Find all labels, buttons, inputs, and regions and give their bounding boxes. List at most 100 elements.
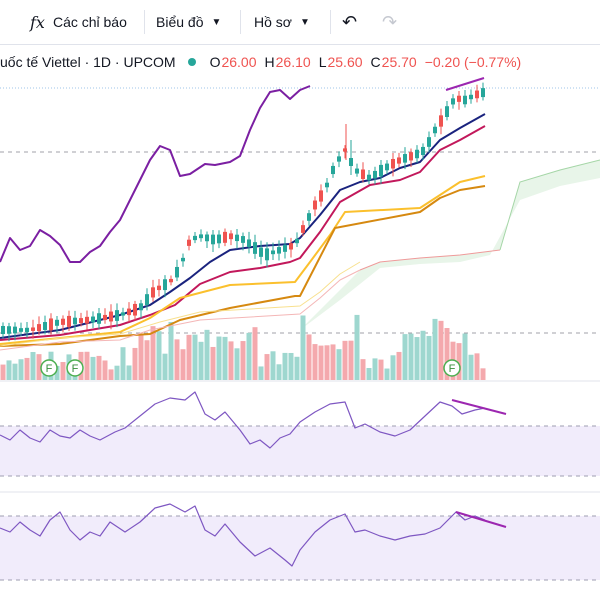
candle-body — [475, 90, 479, 99]
volume-bar — [444, 328, 450, 380]
volume-bar — [426, 335, 432, 380]
volume-bar — [180, 349, 186, 380]
change-value: −0.20 (−0.77%) — [424, 54, 522, 70]
volume-bar — [240, 341, 246, 380]
toolbar-divider — [144, 10, 145, 34]
candle-body — [361, 169, 365, 180]
volume-bar — [228, 341, 234, 380]
candle-body — [115, 310, 119, 321]
indicators-label: Các chỉ báo — [52, 14, 127, 30]
volume-bar — [294, 356, 300, 380]
charts-menu-button[interactable]: Biểu đồ ▼ — [156, 0, 221, 44]
candle-body — [217, 234, 221, 244]
volume-bar — [84, 351, 90, 380]
volume-bar — [156, 331, 162, 380]
volume-bar — [102, 360, 108, 380]
candle-body — [451, 98, 455, 105]
volume-bar — [258, 366, 264, 380]
candle-body — [169, 278, 173, 283]
cloud-lower-edge — [359, 249, 501, 271]
volume-bar — [336, 349, 342, 380]
volume-bar — [330, 344, 336, 380]
candle-body — [463, 95, 467, 105]
candle-body — [301, 225, 305, 233]
volume-bar — [204, 329, 210, 380]
volume-bar — [126, 365, 132, 380]
volume-bar — [264, 354, 270, 380]
volume-bar — [456, 343, 462, 380]
candle-body — [337, 156, 341, 162]
oscillator-2-band — [0, 516, 600, 580]
candle-body — [343, 148, 347, 152]
faint-band-line — [0, 261, 361, 347]
volume-bar — [18, 359, 24, 380]
volume-bar — [480, 368, 486, 380]
charts-label: Biểu đồ — [156, 14, 204, 30]
undo-icon: ↶ — [342, 11, 358, 32]
event-marker-f: F — [40, 359, 58, 377]
candle-body — [469, 94, 473, 100]
chevron-down-icon: ▼ — [299, 16, 310, 28]
volume-bar — [342, 340, 348, 380]
event-marker-label: F — [72, 363, 79, 375]
event-marker-circle — [40, 359, 58, 377]
volume-bar — [432, 318, 438, 380]
volume-bar — [138, 335, 144, 380]
volume-bar — [36, 354, 42, 380]
candle-body — [223, 231, 227, 243]
high-key: H — [264, 54, 275, 70]
candle-body — [121, 312, 125, 316]
candle-body — [385, 163, 389, 171]
redo-button[interactable]: ↷ — [382, 0, 397, 44]
candle-body — [19, 328, 23, 332]
close-key: C — [370, 54, 381, 70]
candle-body — [7, 326, 11, 334]
volume-bar — [318, 345, 324, 380]
volume-bar — [162, 353, 168, 380]
top-toolbar: fx Các chỉ báo Biểu đồ ▼ Hồ sơ ▼ ↶ ↷ — [0, 0, 600, 45]
volume-bar — [276, 364, 282, 380]
volume-bar — [252, 327, 258, 380]
volume-bar — [366, 368, 372, 380]
volume-bar — [78, 351, 84, 380]
indicators-button[interactable]: fx Các chỉ báo — [30, 0, 127, 44]
candle-body — [349, 158, 353, 166]
candle-body — [187, 239, 191, 246]
candle-body — [205, 234, 209, 242]
ma-short-line — [0, 113, 486, 339]
volume-bar — [90, 356, 96, 380]
candle-body — [91, 316, 95, 323]
candle-body — [25, 327, 29, 333]
volume-bar — [54, 365, 60, 380]
ichimoku-cloud — [300, 160, 600, 330]
symbol-title[interactable]: uốc tế Viettel · 1D · UPCOM — [0, 54, 176, 70]
volume-bar — [144, 340, 150, 380]
volume-bar — [198, 341, 204, 380]
symbol-legend: uốc tế Viettel · 1D · UPCOM O 26.00 H 26… — [0, 52, 529, 72]
candle-body — [427, 137, 431, 147]
close-value: 25.70 — [381, 54, 417, 70]
candle-body — [79, 318, 83, 324]
volume-bar — [354, 314, 360, 380]
undo-button[interactable]: ↶ — [342, 0, 357, 44]
candle-body — [379, 164, 383, 177]
volume-bar — [360, 359, 366, 380]
candle-body — [253, 242, 257, 254]
candle-body — [439, 115, 443, 127]
profile-menu-button[interactable]: Hồ sơ ▼ — [254, 0, 310, 44]
volume-bar — [48, 351, 54, 380]
candle-body — [49, 318, 53, 331]
volume-bar — [24, 357, 30, 380]
ma-longest-line — [0, 185, 486, 347]
candle-body — [229, 233, 233, 240]
candle-body — [157, 285, 161, 291]
candle-body — [193, 235, 197, 241]
chevron-down-icon: ▼ — [211, 16, 222, 28]
candle-body — [325, 182, 329, 188]
volume-bar — [408, 333, 414, 380]
volume-bar — [468, 354, 474, 380]
candle-body — [319, 190, 323, 202]
open-key: O — [209, 54, 221, 70]
